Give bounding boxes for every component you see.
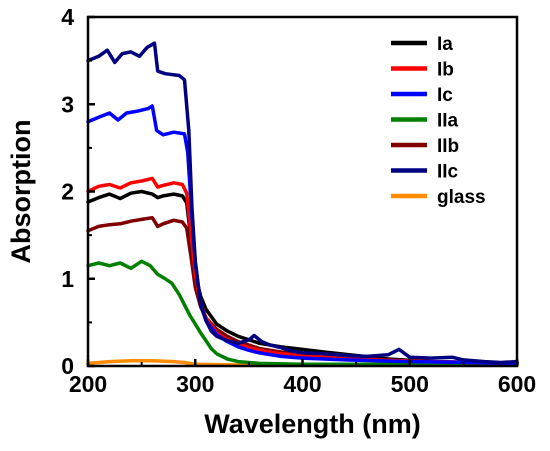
y-tick-label: 2 bbox=[61, 179, 74, 205]
x-tick-label: 400 bbox=[283, 371, 321, 397]
legend-label: glass bbox=[437, 187, 486, 208]
legend-label: Ib bbox=[437, 60, 454, 81]
legend-label: Ic bbox=[437, 85, 453, 106]
legend: Ia Ib Ic IIa IIb IIc glass bbox=[391, 34, 486, 208]
series-line-iic bbox=[86, 41, 519, 365]
x-tick-label: 500 bbox=[391, 371, 429, 397]
series-line-iib bbox=[86, 215, 519, 366]
x-tick-label: 600 bbox=[498, 371, 536, 397]
series-line-iia bbox=[86, 259, 519, 367]
x-axis-title: Wavelength (nm) bbox=[204, 409, 421, 439]
y-tick-label: 3 bbox=[61, 91, 74, 117]
y-tick-label: 1 bbox=[61, 266, 74, 292]
ticks-layer: 200 300 400 500 600 0 1 2 3 4 bbox=[61, 4, 536, 397]
legend-label: IIb bbox=[437, 136, 459, 157]
y-tick-label: 0 bbox=[61, 353, 74, 379]
legend-label: IIc bbox=[437, 162, 459, 183]
legend-label: Ia bbox=[437, 34, 453, 55]
x-tick-label: 200 bbox=[69, 371, 107, 397]
x-tick-label: 300 bbox=[176, 371, 214, 397]
y-axis-title: Absorption bbox=[6, 120, 36, 264]
y-tick-label: 4 bbox=[61, 4, 74, 30]
legend-label: IIa bbox=[437, 111, 459, 132]
series-layer bbox=[86, 41, 519, 367]
